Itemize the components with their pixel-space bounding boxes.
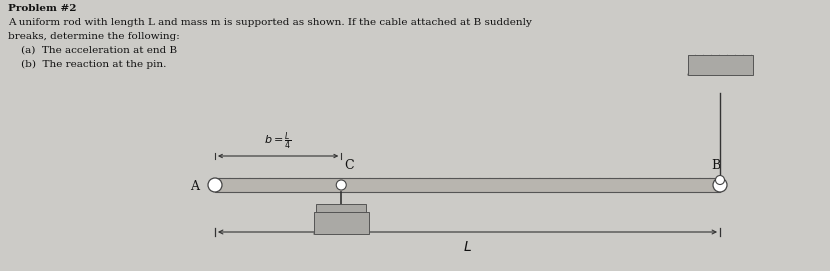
Circle shape	[715, 176, 725, 185]
Text: C: C	[344, 159, 354, 172]
Text: A: A	[190, 179, 199, 192]
Bar	[687, 55, 753, 75]
Circle shape	[713, 178, 727, 192]
Text: B: B	[711, 159, 720, 172]
Bar	[314, 212, 369, 234]
Circle shape	[336, 180, 346, 190]
Text: Problem #2: Problem #2	[8, 4, 76, 13]
Text: $b=\frac{L}{4}$: $b=\frac{L}{4}$	[264, 131, 292, 152]
Circle shape	[208, 178, 222, 192]
Text: A uniform rod with length L and mass m is supported as shown. If the cable attac: A uniform rod with length L and mass m i…	[8, 18, 532, 27]
Bar	[316, 204, 366, 212]
Bar	[215, 178, 720, 192]
Text: $L$: $L$	[463, 240, 472, 254]
Text: breaks, determine the following:: breaks, determine the following:	[8, 32, 180, 41]
Text: (a)  The acceleration at end B: (a) The acceleration at end B	[8, 46, 177, 55]
Text: (b)  The reaction at the pin.: (b) The reaction at the pin.	[8, 60, 166, 69]
